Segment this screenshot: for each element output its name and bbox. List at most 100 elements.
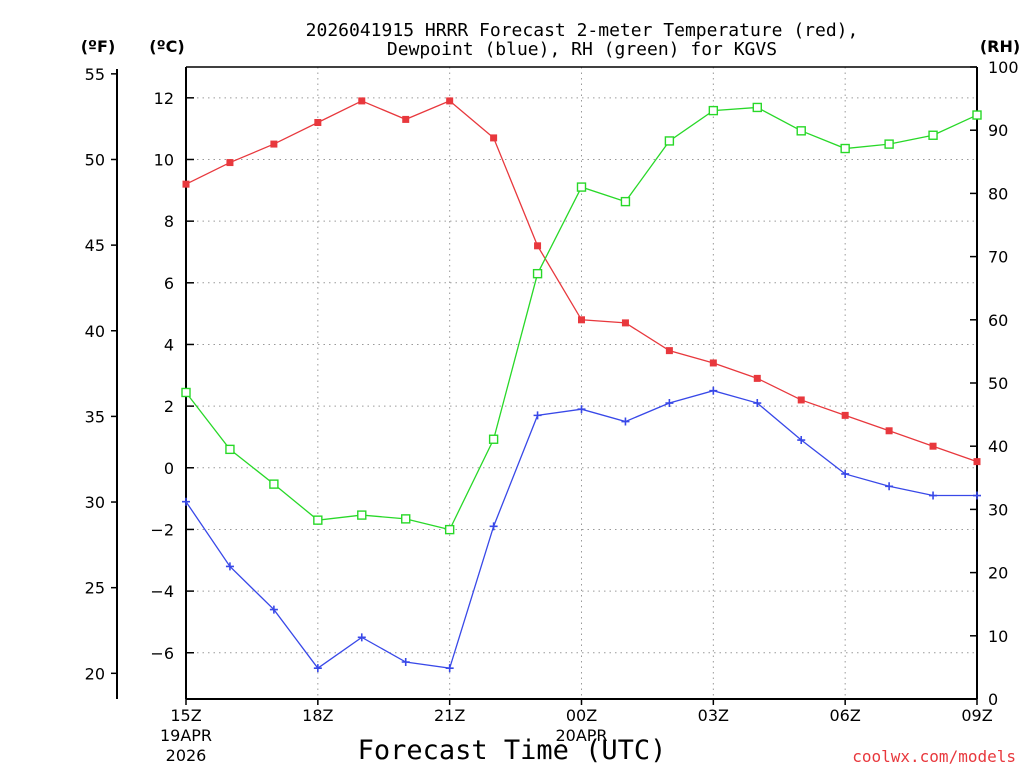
dewpoint-point bbox=[797, 436, 806, 445]
celsius-tick-label: −6 bbox=[150, 644, 174, 663]
rh-tick-label: 90 bbox=[988, 121, 1008, 140]
dewpoint-point bbox=[973, 491, 981, 500]
fahrenheit-tick-label: 50 bbox=[85, 150, 105, 169]
series-layer bbox=[181, 97, 982, 673]
x-axis-title: Forecast Time (UTC) bbox=[358, 735, 667, 766]
dewpoint-point bbox=[885, 482, 894, 491]
dewpoint-point bbox=[753, 399, 762, 408]
chart-title-line2: Dewpoint (blue), RH (green) for KGVS bbox=[387, 39, 777, 60]
dewpoint-point bbox=[665, 399, 674, 408]
rh-point bbox=[928, 130, 938, 140]
x-tick-label: 00Z bbox=[566, 706, 597, 725]
x-tick-date-label: 20APR bbox=[555, 726, 607, 745]
rh-tick-label: 30 bbox=[988, 500, 1008, 519]
dewpoint-point bbox=[841, 469, 850, 478]
celsius-tick-label: 12 bbox=[154, 89, 174, 108]
rh-point bbox=[708, 105, 719, 116]
temperature-point bbox=[929, 442, 937, 450]
temperature-point bbox=[446, 97, 454, 105]
fahrenheit-tick-label: 45 bbox=[85, 236, 105, 255]
dewpoint-point bbox=[533, 411, 542, 420]
dewpoint-point bbox=[489, 522, 498, 531]
rh-point bbox=[313, 515, 323, 525]
rh-tick-label: 0 bbox=[988, 690, 998, 709]
celsius-tick-label: 2 bbox=[164, 397, 174, 416]
temperature-point bbox=[709, 359, 717, 367]
axis-ticks: 121086420−2−4−65550454035302520100908070… bbox=[85, 58, 1019, 765]
rh-point bbox=[401, 514, 411, 524]
temperature-point bbox=[578, 316, 585, 324]
x-tick-date-label: 19APR bbox=[160, 726, 212, 745]
fahrenheit-unit-label: (ºF) bbox=[81, 37, 116, 56]
fahrenheit-tick-label: 55 bbox=[85, 65, 105, 84]
rh-point bbox=[576, 182, 587, 192]
dewpoint-point bbox=[929, 491, 938, 500]
x-tick-label: 21Z bbox=[434, 706, 465, 725]
x-tick-label: 18Z bbox=[302, 706, 333, 725]
rh-point bbox=[752, 102, 762, 113]
rh-point bbox=[444, 524, 455, 535]
dewpoint-point bbox=[182, 497, 190, 506]
temperature-point bbox=[621, 319, 629, 327]
rh-point bbox=[357, 510, 367, 520]
rh-point bbox=[796, 126, 806, 136]
celsius-tick-label: 8 bbox=[164, 212, 174, 231]
axes bbox=[116, 66, 978, 700]
x-tick-year-label: 2026 bbox=[166, 746, 207, 765]
celsius-tick-label: 0 bbox=[164, 459, 174, 478]
dewpoint-point bbox=[269, 605, 278, 614]
fahrenheit-tick-label: 30 bbox=[85, 493, 105, 512]
dewpoint-point bbox=[445, 664, 454, 673]
rh-point bbox=[664, 136, 675, 146]
rh-point bbox=[972, 110, 982, 120]
temperature-point bbox=[665, 347, 673, 355]
celsius-tick-label: 4 bbox=[164, 335, 174, 354]
rh-tick-label: 70 bbox=[988, 248, 1008, 267]
dewpoint-point bbox=[313, 664, 322, 673]
rh-tick-label: 20 bbox=[988, 564, 1008, 583]
temperature-point bbox=[490, 134, 498, 142]
temperature-point bbox=[841, 411, 849, 419]
rh-unit-label: (RH) bbox=[980, 37, 1020, 56]
rh-tick-label: 100 bbox=[988, 58, 1019, 77]
dewpoint-point bbox=[401, 658, 410, 667]
temperature-point bbox=[885, 427, 893, 435]
rh-tick-label: 50 bbox=[988, 374, 1008, 393]
dewpoint-point bbox=[621, 417, 630, 426]
temperature-point bbox=[182, 180, 190, 188]
fahrenheit-tick-label: 40 bbox=[85, 322, 105, 341]
rh-tick-label: 10 bbox=[988, 627, 1008, 646]
celsius-tick-label: 10 bbox=[154, 150, 174, 169]
chart-title-line1: 2026041915 HRRR Forecast 2-meter Tempera… bbox=[306, 20, 859, 41]
rh-tick-label: 60 bbox=[988, 311, 1008, 330]
rh-point bbox=[620, 196, 631, 207]
celsius-tick-label: −2 bbox=[150, 520, 174, 539]
temperature-point bbox=[753, 374, 761, 382]
rh-point bbox=[884, 139, 894, 149]
rh-point bbox=[225, 444, 235, 455]
celsius-unit-label: (ºC) bbox=[149, 37, 184, 56]
gridlines bbox=[185, 67, 978, 699]
fahrenheit-tick-label: 20 bbox=[85, 664, 105, 683]
rh-tick-label: 40 bbox=[988, 437, 1008, 456]
fahrenheit-tick-label: 25 bbox=[85, 579, 105, 598]
rh-point bbox=[181, 387, 191, 398]
rh-point bbox=[488, 434, 499, 444]
rh-tick-label: 80 bbox=[988, 184, 1008, 203]
x-tick-label: 06Z bbox=[830, 706, 861, 725]
celsius-tick-label: 6 bbox=[164, 274, 174, 293]
temperature-point bbox=[534, 242, 542, 250]
dewpoint-point bbox=[225, 562, 234, 571]
temperature-point bbox=[270, 140, 278, 148]
dewpoint-point bbox=[577, 405, 586, 414]
x-tick-label: 15Z bbox=[170, 706, 201, 725]
dewpoint-point bbox=[357, 633, 366, 642]
dewpoint-point bbox=[709, 386, 718, 395]
fahrenheit-tick-label: 35 bbox=[85, 407, 105, 426]
celsius-tick-label: −4 bbox=[150, 582, 174, 601]
x-tick-label: 09Z bbox=[961, 706, 992, 725]
temperature-point bbox=[402, 115, 410, 123]
watermark: coolwx.com/models bbox=[852, 747, 1016, 766]
temperature-point bbox=[973, 458, 981, 466]
